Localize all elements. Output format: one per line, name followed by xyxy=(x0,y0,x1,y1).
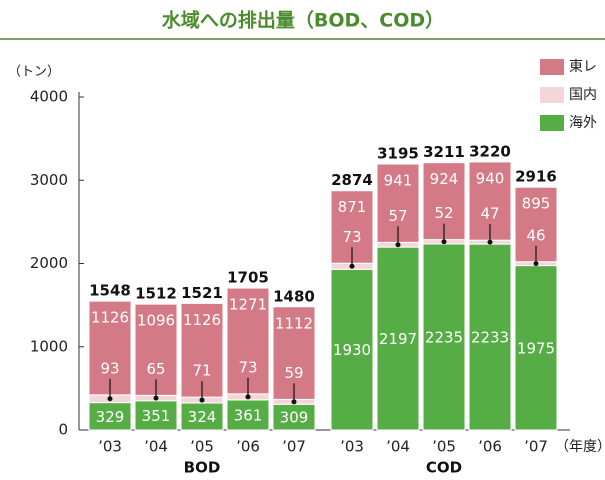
pointer-dot xyxy=(349,263,355,269)
segment-label: 329 xyxy=(96,408,125,426)
segment-label: 871 xyxy=(338,198,367,216)
total-label: 3220 xyxy=(469,142,511,160)
pointer-dot xyxy=(107,396,113,402)
segment-label: 1930 xyxy=(333,341,371,359)
segment-label: 65 xyxy=(146,360,165,378)
segment-label: 324 xyxy=(188,408,217,426)
segment-label: 47 xyxy=(480,205,499,223)
group-label: BOD xyxy=(184,459,221,477)
x-tick-label: ’07 xyxy=(282,438,306,456)
total-label: 1512 xyxy=(135,285,177,303)
segment-label: 2233 xyxy=(471,329,509,347)
segment-label: 1096 xyxy=(137,312,175,330)
bar-segment xyxy=(422,243,466,431)
bar-segment xyxy=(272,403,316,431)
x-tick-label: ’04 xyxy=(144,438,168,456)
total-label: 2874 xyxy=(331,171,373,189)
pointer-dot xyxy=(291,399,297,405)
bar-segment xyxy=(468,243,512,431)
x-tick-label: ’03 xyxy=(340,438,364,456)
segment-label: 52 xyxy=(434,204,453,222)
x-tick-label: ’05 xyxy=(190,438,214,456)
legend-label: 海外 xyxy=(569,115,597,131)
pointer-dot xyxy=(533,261,539,267)
y-unit-label: （トン） xyxy=(8,65,60,80)
chart-title: 水域への排出量（BOD、COD） xyxy=(162,9,444,32)
legend-label: 東レ xyxy=(569,59,597,75)
x-tick-label: ’03 xyxy=(98,438,122,456)
segment-label: 1126 xyxy=(91,309,129,327)
x-tick-label: ’07 xyxy=(524,438,548,456)
group-label: COD xyxy=(426,459,462,477)
y-tick-label: 4000 xyxy=(30,88,68,106)
x-tick-label: ’06 xyxy=(478,438,502,456)
segment-label: 73 xyxy=(342,228,361,246)
segment-label: 924 xyxy=(430,170,459,188)
bar-segment xyxy=(226,287,270,395)
bar-segment xyxy=(88,402,132,431)
pointer-dot xyxy=(441,239,447,245)
pointer-dot xyxy=(199,397,205,403)
bar-segment xyxy=(514,265,558,431)
y-tick-label: 1000 xyxy=(30,337,68,355)
pointer-dot xyxy=(153,395,159,401)
x-tick-label: ’04 xyxy=(386,438,410,456)
legend-swatch xyxy=(540,87,564,103)
segment-label: 1975 xyxy=(517,339,555,357)
total-label: 1705 xyxy=(227,269,269,287)
bar-segment xyxy=(180,402,224,431)
segment-label: 73 xyxy=(238,358,257,376)
total-label: 1521 xyxy=(181,284,223,302)
y-tick-label: 3000 xyxy=(30,171,68,189)
total-label: 2916 xyxy=(515,168,557,186)
total-label: 1480 xyxy=(273,287,315,305)
x-unit-label: （年度） xyxy=(555,439,605,455)
x-tick-label: ’06 xyxy=(236,438,260,456)
segment-label: 351 xyxy=(142,407,171,425)
segment-label: 1112 xyxy=(275,314,313,332)
segment-label: 940 xyxy=(476,169,505,187)
pointer-dot xyxy=(487,239,493,245)
segment-label: 1271 xyxy=(229,296,267,314)
segment-label: 71 xyxy=(192,362,211,380)
legend-swatch xyxy=(540,59,564,75)
pointer-dot xyxy=(245,394,251,400)
segment-label: 941 xyxy=(384,172,413,190)
segment-label: 895 xyxy=(522,195,551,213)
segment-label: 361 xyxy=(234,406,263,424)
segment-label: 1126 xyxy=(183,311,221,329)
segment-label: 46 xyxy=(526,226,545,244)
bar-segment xyxy=(514,186,558,263)
pointer-dot xyxy=(395,242,401,248)
legend-label: 国内 xyxy=(569,87,597,103)
segment-label: 309 xyxy=(280,409,309,427)
y-tick-label: 0 xyxy=(58,421,68,439)
total-label: 3211 xyxy=(423,143,465,161)
total-label: 3195 xyxy=(377,145,419,163)
segment-label: 2235 xyxy=(425,328,463,346)
x-tick-label: ’05 xyxy=(432,438,456,456)
total-label: 1548 xyxy=(89,282,131,300)
bar-segment xyxy=(330,268,374,431)
legend-swatch xyxy=(540,115,564,131)
segment-label: 59 xyxy=(284,364,303,382)
bar-segment xyxy=(376,246,420,431)
y-tick-label: 2000 xyxy=(30,254,68,272)
segment-label: 2197 xyxy=(379,330,417,348)
segment-label: 93 xyxy=(100,359,119,377)
segment-label: 57 xyxy=(388,207,407,225)
